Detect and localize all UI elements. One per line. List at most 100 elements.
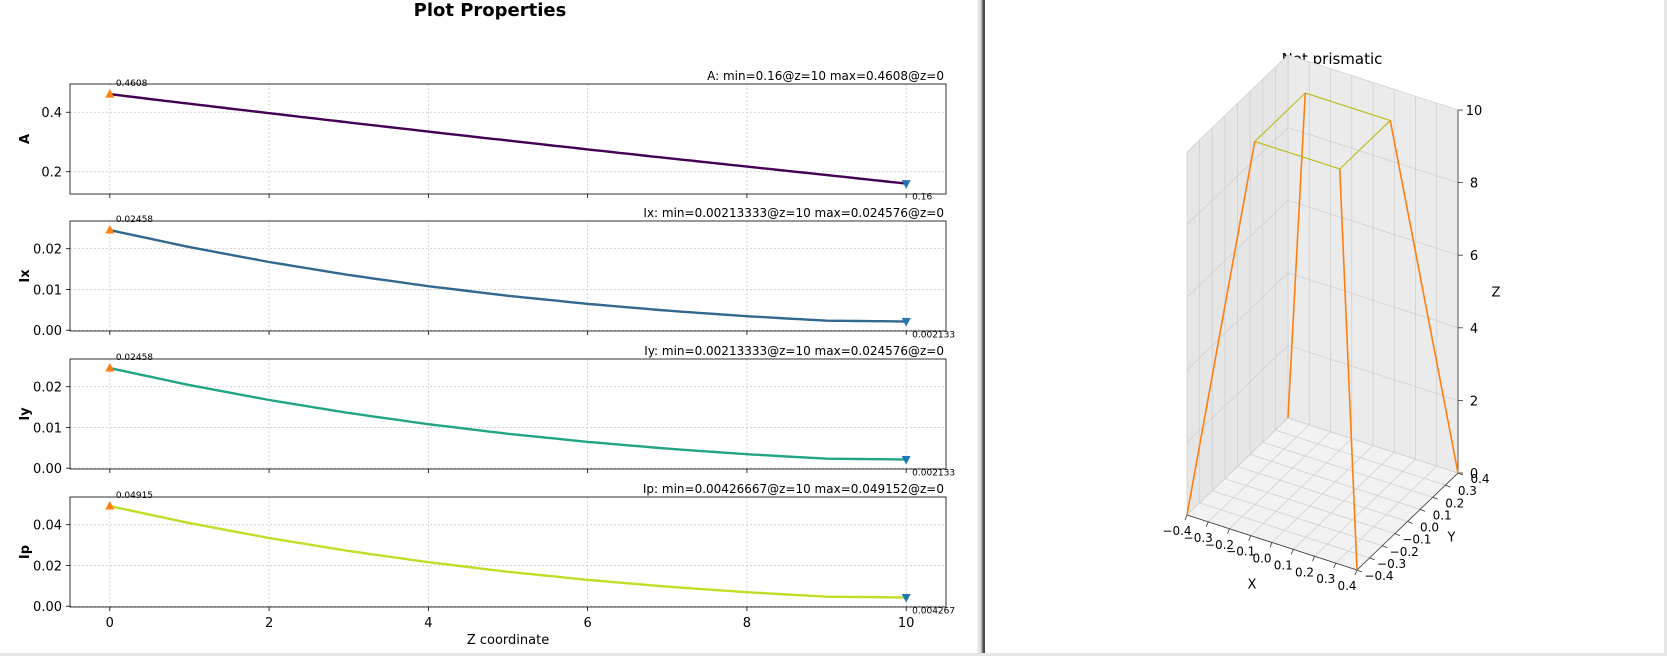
subplot-title: Ix: min=0.00213333@z=10 max=0.024576@z=0: [643, 206, 944, 220]
z-tick-label: 6: [1470, 249, 1478, 264]
axes-frame: [69, 358, 947, 470]
y-tick: [1432, 496, 1438, 500]
frustum-edge: [1338, 168, 1358, 571]
properties-figure: Plot Properties 0.2 0.4 A A: min=0.16@z=10 …: [18, 0, 956, 648]
floor-gridline: [1262, 441, 1433, 498]
y-tick-label: 0.0: [1420, 521, 1439, 535]
x-tick-label: −0.3: [1184, 531, 1213, 545]
window-edge: [1664, 0, 1667, 656]
min-value-label: 0.002133: [912, 468, 955, 478]
3d-axes: −0.4−0.3−0.2−0.10.0 0.1 0.2 0.3 0.4−0.4−0.3−…: [1162, 54, 1501, 593]
max-marker: [105, 501, 115, 510]
floor-gridline: [1250, 453, 1421, 510]
subplot-title: A: min=0.16@z=10 max=0.4608@z=0: [707, 69, 944, 83]
y-tick: [1407, 521, 1413, 524]
y-tick: [1394, 533, 1401, 536]
y-tick-label: −0.2: [1390, 545, 1419, 559]
y-tick-label: 0.4: [41, 106, 62, 121]
x-tick-label: −0.2: [1205, 538, 1234, 552]
floor-gridline: [1199, 502, 1370, 559]
3d-view-figure: Not prismatic −0.4 −0.3 −0.2 −0.1 0.0 0.1 0.2 0…: [985, 0, 1667, 656]
floor-gridline: [1212, 490, 1383, 547]
subplot-title: Ip: min=0.00426667@z=10 max=0.049152@z=0: [643, 482, 944, 496]
x-axis-label: X: [1248, 578, 1257, 593]
y-tick-label: 0.2: [1445, 496, 1464, 510]
z-gridline: [1186, 127, 1459, 225]
min-marker: [901, 180, 911, 189]
series-line: [109, 228, 907, 323]
y-axis-label: Ip: [18, 545, 33, 559]
x-tick-label: 0.4: [1337, 579, 1356, 593]
floor-gridline: [1275, 429, 1446, 486]
x-tick: [1354, 569, 1358, 576]
y-tick-label: 0.01: [33, 283, 62, 298]
subplot-a: 0.2 0.4 A A: min=0.16@z=10 max=0.4608@z=0 0.…: [18, 69, 947, 203]
y-tick-label: 0.02: [33, 559, 62, 574]
x-tick-label: 0.1: [1274, 558, 1293, 572]
floor-gridline: [1237, 466, 1408, 522]
y-tick-label: 0.02: [33, 243, 62, 258]
subplot-ip: 0.00 0.02 0.04 0 2 4 6 8 10 Ip Ip: min=0.00426667@…: [18, 482, 955, 648]
min-marker: [901, 317, 911, 327]
x-tick: [1205, 521, 1209, 528]
axes-frame: [69, 83, 947, 195]
z-gridline: [1186, 272, 1459, 371]
y-axis-label: Y: [1447, 531, 1456, 546]
x-tick: [1227, 528, 1230, 534]
y-axis-label: A: [18, 134, 33, 144]
y-tick-label: 0.4: [1470, 472, 1489, 486]
z-gridline: [1186, 344, 1459, 443]
z-gridline: [1186, 54, 1459, 153]
y-tick-label: 0.00: [33, 600, 62, 615]
x-tick-label: 0.2: [1295, 565, 1314, 579]
min-value-label: 0.004267: [912, 606, 955, 616]
x-tick: [1290, 549, 1294, 555]
x-tick-label: 0.3: [1316, 572, 1335, 586]
properties-plots: Plot Properties 0.2 0.4 A A: min=0.16@z=10 …: [18, 0, 955, 648]
z-tick-label: 4: [1470, 322, 1478, 337]
x-axis-label: Z coordinate: [467, 633, 549, 648]
frustum-edge: [1186, 141, 1256, 516]
min-marker: [901, 455, 911, 465]
series-line: [109, 93, 907, 185]
frustum-edge: [1287, 92, 1307, 419]
max-marker: [105, 89, 115, 98]
series-line: [109, 504, 907, 599]
x-tick-label: 0.0: [1252, 552, 1271, 566]
y-tick-label: −0.3: [1377, 557, 1406, 571]
y-tick-label: 0.2: [41, 166, 62, 181]
y-axis-label: Iy: [18, 407, 33, 421]
axes-frame: [69, 220, 947, 332]
axes-frame: [69, 496, 947, 608]
subplot-title: Iy: min=0.00213333@z=10 max=0.024576@z=0: [644, 344, 944, 358]
max-value-label: 0.4608: [116, 79, 148, 89]
floor-gridline: [1224, 478, 1395, 535]
x-tick-label: 0: [106, 616, 114, 631]
x-tick: [1184, 514, 1188, 521]
min-marker: [901, 593, 911, 603]
x-tick-label: 8: [743, 616, 751, 631]
x-tick: [1312, 556, 1315, 562]
y-tick-label: 0.00: [33, 324, 62, 339]
y-tick-label: 0.01: [33, 421, 62, 436]
y-tick-label: 0.02: [33, 381, 62, 396]
y-tick-label: −0.4: [1364, 569, 1393, 583]
frustum-edge: [1389, 120, 1459, 474]
min-value-label: 0.16: [912, 193, 932, 203]
y-tick-label: 0.3: [1458, 484, 1477, 498]
y-tick-label: 0.1: [1433, 508, 1452, 522]
x-tick-label: 4: [424, 616, 432, 631]
z-tick-label: 10: [1466, 104, 1483, 119]
x-tick-label: 10: [898, 616, 915, 631]
y-tick-label: 0.04: [33, 519, 62, 534]
y-tick: [1445, 484, 1451, 488]
y-tick: [1419, 509, 1426, 512]
pane-splitter[interactable]: [977, 0, 985, 656]
x-tick-label: −0.1: [1226, 545, 1255, 559]
x-tick-label: 2: [265, 616, 273, 631]
z-gridline: [1186, 199, 1459, 298]
z-tick-label: 8: [1470, 177, 1478, 192]
z-tick-label: 2: [1470, 394, 1478, 409]
y-tick-label: 0.00: [33, 462, 62, 477]
